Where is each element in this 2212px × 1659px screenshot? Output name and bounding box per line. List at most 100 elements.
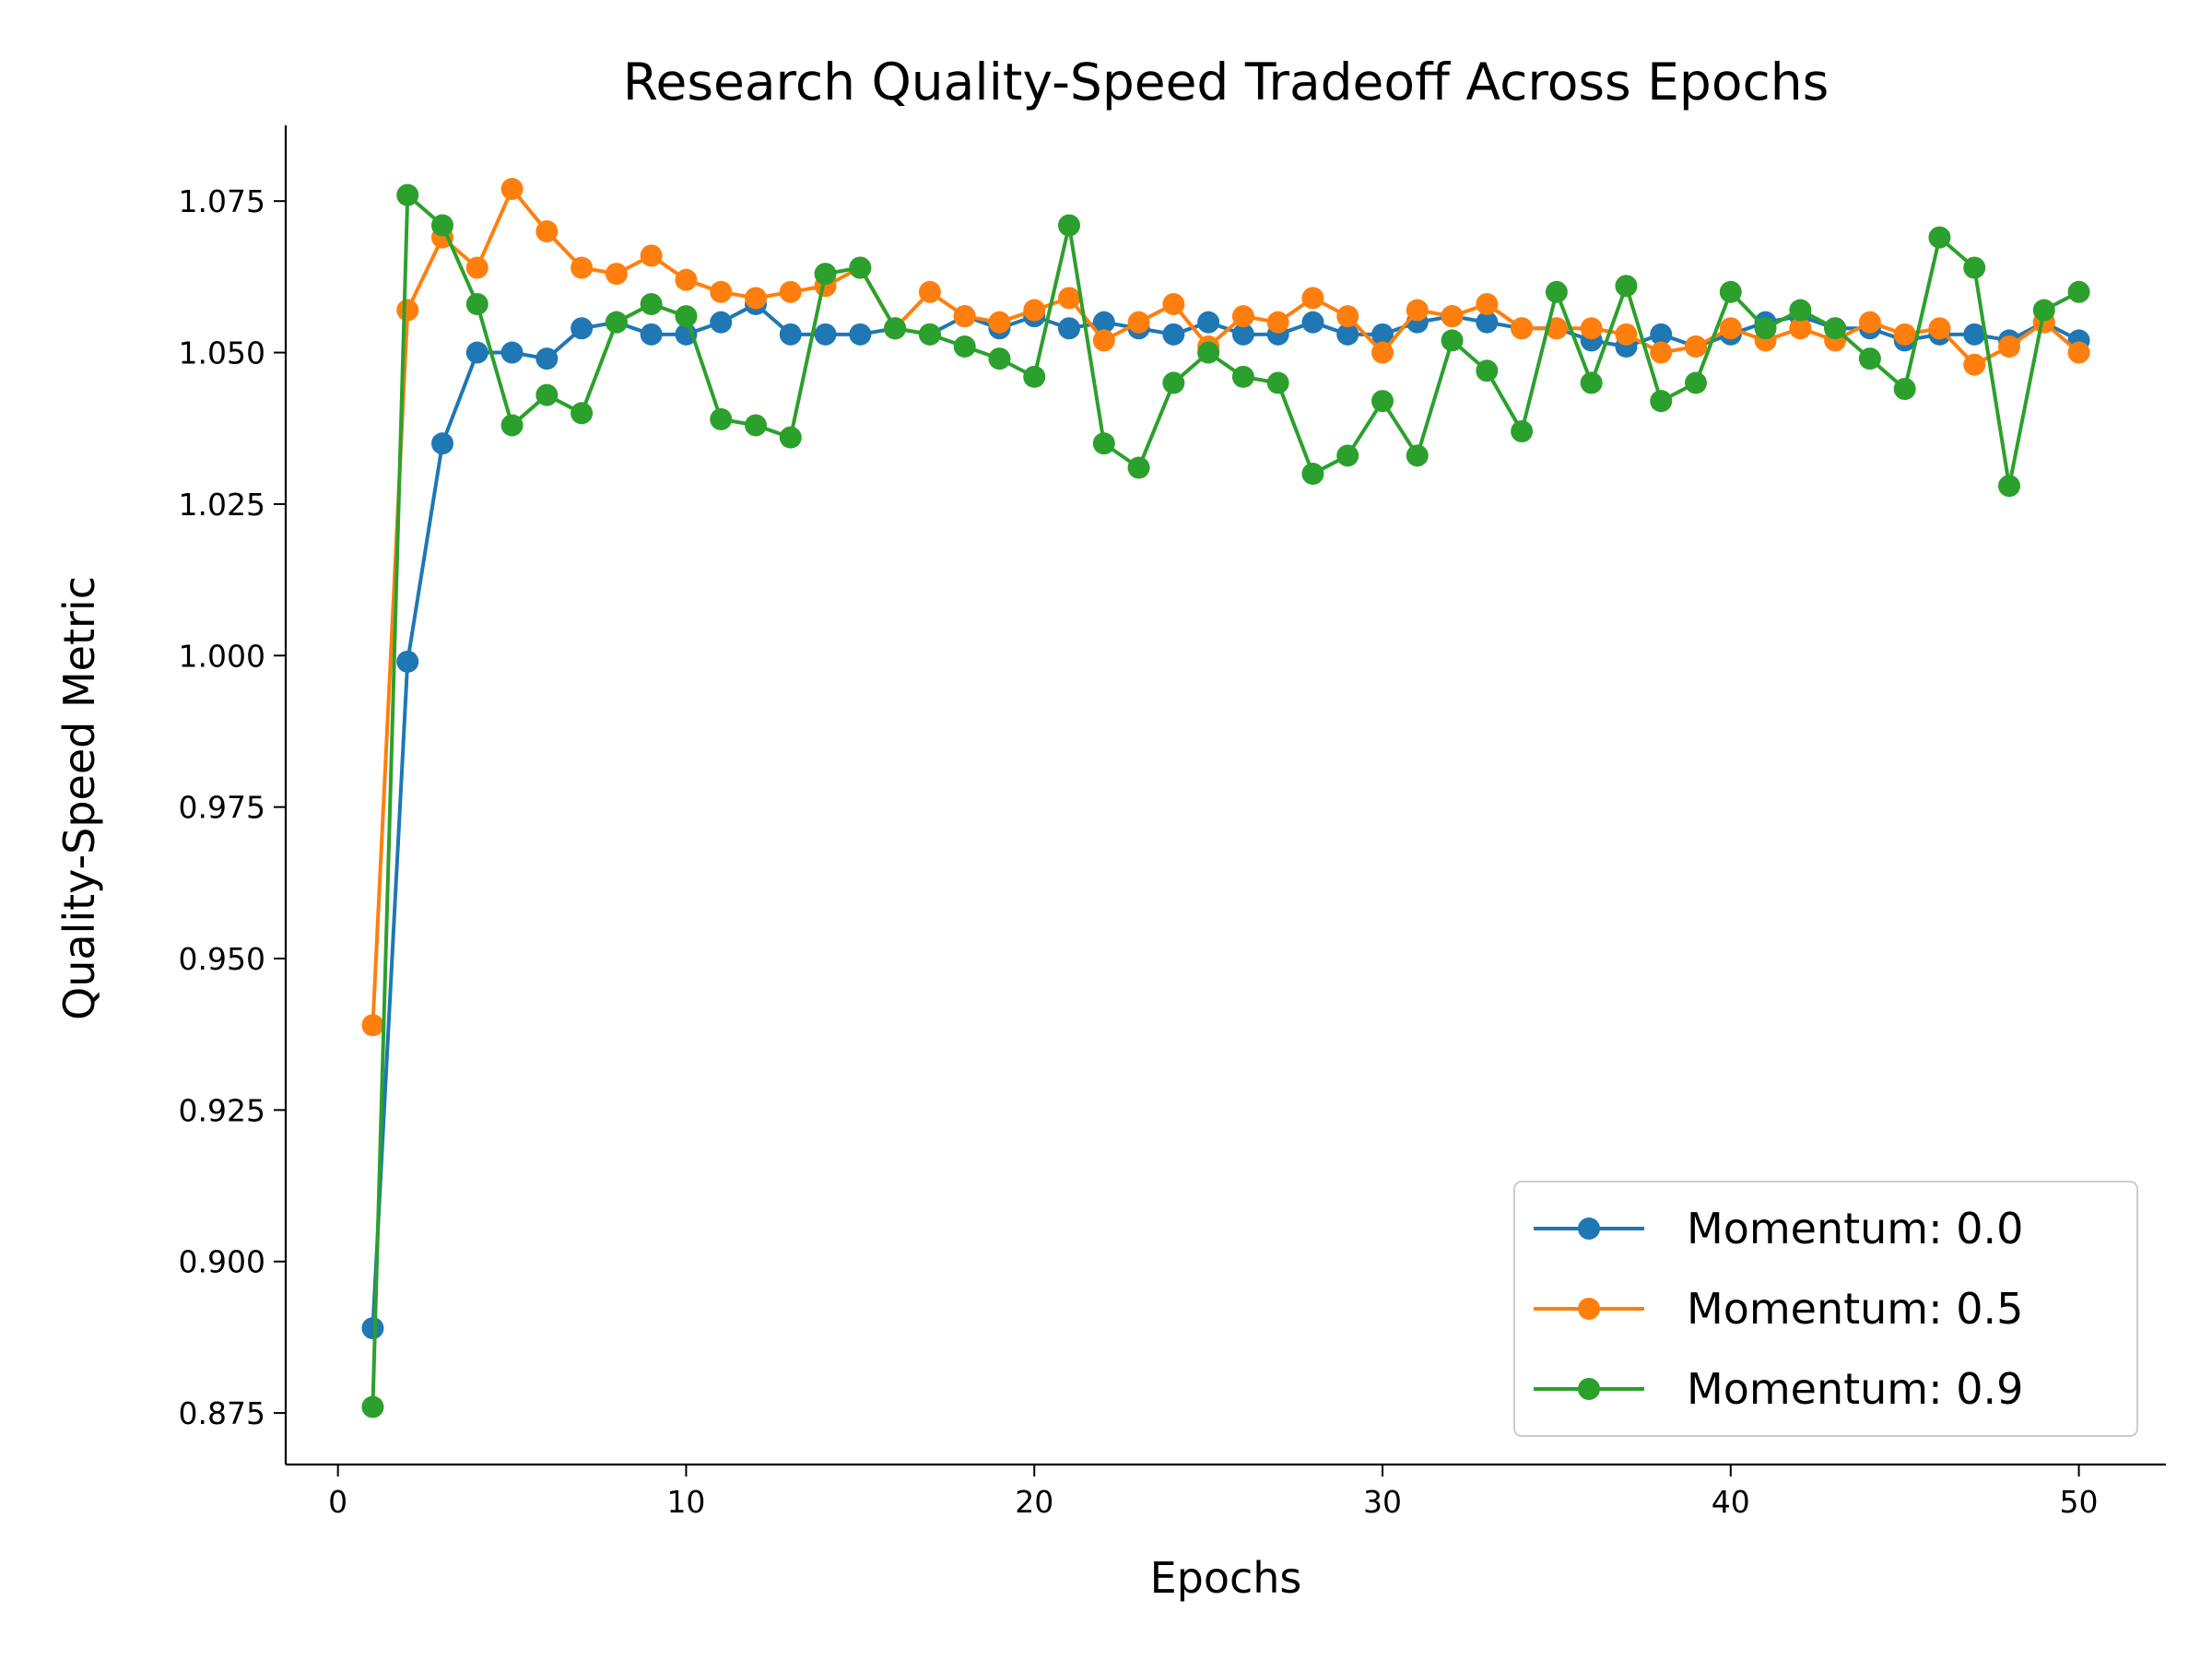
data-point (571, 256, 594, 279)
data-point (1615, 275, 1638, 298)
data-point (1058, 317, 1080, 340)
data-point (1963, 256, 1986, 279)
data-point (2067, 280, 2090, 303)
data-point (1127, 456, 1150, 479)
data-point (640, 323, 663, 346)
data-point (1197, 341, 1220, 364)
data-point (1650, 323, 1673, 346)
data-point (1092, 329, 1115, 352)
y-tick-label: 1.025 (179, 487, 265, 523)
data-point (1789, 317, 1812, 340)
series-2 (361, 183, 2090, 1418)
data-point (1023, 299, 1046, 322)
data-point (640, 244, 663, 267)
x-axis-title: Epochs (1150, 1553, 1302, 1603)
data-point (1023, 365, 1046, 388)
data-point (1441, 305, 1464, 328)
data-point (1998, 475, 2020, 498)
y-tick-label: 1.050 (179, 335, 265, 371)
data-point (779, 323, 802, 346)
data-point (1336, 305, 1359, 328)
data-point (1301, 287, 1324, 310)
y-axis-title: Quality-Speed Metric (54, 576, 104, 1020)
data-point (814, 323, 837, 346)
data-point (1127, 311, 1150, 334)
data-point (779, 280, 802, 303)
data-point (1963, 323, 1986, 346)
data-point (1928, 317, 1951, 340)
data-point (1058, 287, 1080, 310)
data-point (1162, 323, 1185, 346)
data-point (849, 323, 872, 346)
y-tick-label: 0.950 (179, 941, 265, 977)
data-point (1301, 463, 1324, 486)
data-point (431, 432, 453, 455)
data-point (1858, 347, 1881, 371)
data-point (2067, 341, 2090, 364)
y-tick-label: 0.875 (179, 1395, 265, 1431)
y-tick-label: 0.975 (179, 790, 265, 826)
data-point (918, 280, 941, 303)
data-point (1092, 311, 1115, 334)
y-tick-label: 1.000 (179, 638, 265, 674)
legend-box (1513, 1181, 2138, 1437)
data-point (1719, 280, 1742, 303)
legend-label: Momentum: 0.0 (1687, 1204, 2023, 1253)
data-point (710, 407, 733, 430)
data-point (535, 347, 559, 371)
data-point (1336, 444, 1359, 467)
data-point (1858, 311, 1881, 334)
data-point (1441, 329, 1464, 352)
data-point (953, 335, 976, 358)
data-point (640, 292, 663, 315)
data-point (1928, 226, 1951, 249)
plot-area (361, 178, 2090, 1418)
data-point (1511, 420, 1534, 443)
series-layer (361, 178, 2090, 1418)
data-point (1545, 317, 1568, 340)
data-point (1754, 317, 1777, 340)
x-tick-label: 50 (2060, 1484, 2099, 1520)
data-point (1476, 359, 1499, 382)
data-point (675, 305, 698, 328)
data-point (1371, 390, 1394, 413)
data-point (1197, 311, 1220, 334)
data-point (1406, 444, 1429, 467)
data-point (605, 311, 628, 334)
data-point (2032, 299, 2055, 322)
x-tick-label: 20 (1015, 1484, 1053, 1520)
data-point (500, 341, 524, 364)
data-point (1719, 317, 1742, 340)
data-point (1998, 335, 2020, 358)
legend-marker (1578, 1298, 1600, 1320)
data-point (431, 214, 453, 237)
data-point (361, 1014, 384, 1037)
y-tick-label: 0.900 (179, 1244, 265, 1280)
data-point (1058, 214, 1080, 237)
data-point (605, 263, 628, 286)
data-point (1266, 311, 1289, 334)
data-point (1824, 317, 1847, 340)
data-point (1266, 371, 1289, 394)
data-point (361, 1317, 384, 1340)
data-point (535, 383, 559, 406)
x-axis-ticks: 0 10 20 30 40 50 (328, 1465, 2099, 1520)
x-tick-label: 30 (1363, 1484, 1402, 1520)
data-point (1545, 280, 1568, 303)
data-point (814, 263, 837, 286)
data-point (535, 220, 559, 243)
data-point (396, 650, 419, 673)
data-point (1580, 317, 1603, 340)
data-point (779, 426, 802, 449)
x-tick-label: 10 (666, 1484, 705, 1520)
y-tick-label: 1.075 (179, 183, 265, 219)
data-point (1231, 365, 1254, 388)
data-point (1580, 371, 1603, 394)
data-point (1162, 292, 1185, 315)
data-point (1685, 371, 1707, 394)
data-point (1476, 292, 1499, 315)
data-point (571, 317, 594, 340)
data-point (361, 1395, 384, 1418)
data-point (1893, 323, 1916, 346)
data-point (988, 347, 1011, 371)
